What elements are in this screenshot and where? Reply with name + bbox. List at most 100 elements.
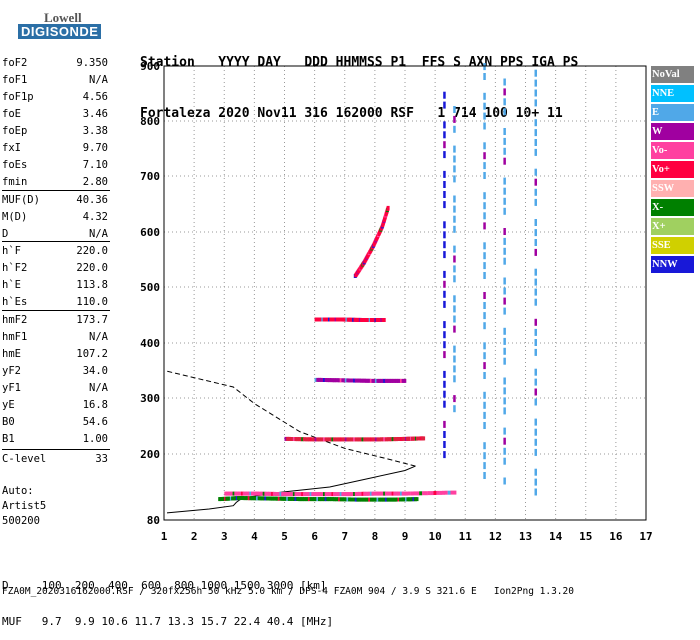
- echo-mark: [349, 492, 353, 497]
- column-echo-mark: [483, 92, 486, 100]
- echo-mark: [328, 437, 331, 442]
- column-echo-mark: [503, 177, 506, 185]
- y-tick-label: 800: [140, 115, 160, 128]
- echo-mark: [324, 497, 328, 502]
- echo-mark: [294, 437, 298, 442]
- column-echo-mark: [534, 239, 537, 246]
- echo-mark: [430, 491, 434, 496]
- echo-mark: [328, 497, 331, 502]
- echo-mark: [279, 496, 283, 501]
- param-name: fxI: [2, 142, 21, 154]
- column-echo-mark: [453, 315, 456, 323]
- echo-mark: [277, 496, 281, 501]
- echo-mark: [326, 378, 330, 383]
- echo-mark: [299, 492, 303, 497]
- echo-mark: [341, 492, 345, 497]
- echo-mark: [366, 378, 370, 383]
- echo-mark: [286, 496, 290, 501]
- echo-mark: [419, 491, 423, 496]
- muf-value-row: MUF 9.7 9.9 10.6 11.7 13.3 15.7 22.4 40.…: [2, 615, 334, 628]
- echo-mark: [329, 497, 333, 502]
- echo-mark: [384, 378, 388, 383]
- autoscale-info: Auto: Artist5 500200: [2, 484, 46, 529]
- echo-mark: [384, 437, 388, 442]
- echo-mark: [368, 437, 372, 442]
- echo-mark: [453, 490, 457, 495]
- echo-mark: [237, 491, 241, 496]
- column-echo-mark: [483, 362, 486, 370]
- column-echo-mark: [534, 278, 537, 286]
- column-echo-mark: [483, 222, 486, 230]
- x-tick-label: 8: [372, 530, 379, 543]
- echo-mark: [269, 491, 273, 496]
- column-echo-mark: [443, 251, 446, 259]
- column-echo-mark: [443, 441, 446, 448]
- param-name: hmF2: [2, 314, 28, 326]
- param-value: 107.2: [76, 348, 108, 360]
- echo-mark: [249, 491, 253, 496]
- column-echo-mark: [503, 277, 506, 285]
- echo-mark: [256, 496, 259, 501]
- column-echo-mark: [503, 447, 506, 455]
- column-echo-mark: [443, 221, 446, 229]
- echo-mark: [225, 491, 229, 496]
- echo-mark: [264, 496, 268, 501]
- echo-mark: [378, 378, 382, 383]
- column-echo-mark: [443, 101, 446, 109]
- echo-mark: [261, 496, 265, 501]
- echo-mark: [383, 437, 387, 442]
- echo-mark: [264, 491, 268, 496]
- echo-mark: [306, 437, 310, 442]
- echo-mark: [349, 437, 353, 442]
- echo-mark: [344, 378, 348, 383]
- echo-mark: [329, 437, 333, 442]
- echo-mark: [381, 437, 385, 442]
- legend-item: Vo-: [651, 142, 694, 159]
- echo-mark: [282, 492, 286, 497]
- echo-mark: [331, 492, 335, 497]
- column-echo-mark: [483, 422, 486, 429]
- echo-mark: [386, 497, 390, 502]
- legend-item: NoVal: [651, 66, 694, 83]
- column-echo-mark: [534, 488, 537, 496]
- param-value: 4.32: [82, 211, 108, 223]
- echo-mark: [254, 491, 258, 496]
- echo-mark: [266, 496, 270, 501]
- echo-mark: [358, 437, 362, 442]
- column-echo-mark: [534, 139, 537, 146]
- muf-distance-table: D 100 200 400 600 800 1000 1500 3000 [km…: [2, 556, 333, 640]
- echo-mark: [373, 497, 377, 502]
- param-value: 110.0: [76, 296, 108, 308]
- echo-mark: [286, 436, 290, 441]
- echo-mark: [361, 437, 365, 442]
- echo-mark: [296, 492, 300, 497]
- echo-mark: [284, 496, 288, 501]
- echo-mark: [384, 497, 388, 502]
- echo-mark: [351, 497, 355, 502]
- echo-mark: [388, 491, 392, 496]
- column-echo-mark: [443, 380, 446, 388]
- echo-mark: [247, 491, 251, 496]
- param-row: MUF(D) 40.36: [2, 194, 108, 210]
- column-echo-mark: [483, 202, 486, 210]
- param-name: hmE: [2, 348, 21, 360]
- param-value: 3.38: [82, 125, 108, 137]
- echo-mark: [324, 492, 328, 497]
- echo-mark: [351, 492, 355, 496]
- column-echo-mark: [443, 231, 446, 239]
- echo-mark: [413, 491, 417, 496]
- column-echo-mark: [483, 212, 486, 220]
- param-value: 9.70: [82, 142, 108, 154]
- column-echo-mark: [534, 388, 537, 396]
- echo-mark: [257, 496, 261, 501]
- echo-mark: [241, 496, 244, 500]
- param-row: foEs 7.10: [2, 159, 108, 175]
- column-echo-mark: [483, 411, 486, 419]
- echo-mark: [299, 437, 303, 442]
- echo-mark: [334, 378, 338, 383]
- echo-mark: [244, 491, 248, 496]
- column-echo-mark: [534, 438, 537, 446]
- echo-mark: [306, 492, 310, 497]
- echo-mark: [323, 492, 326, 497]
- param-name: B0: [2, 416, 15, 428]
